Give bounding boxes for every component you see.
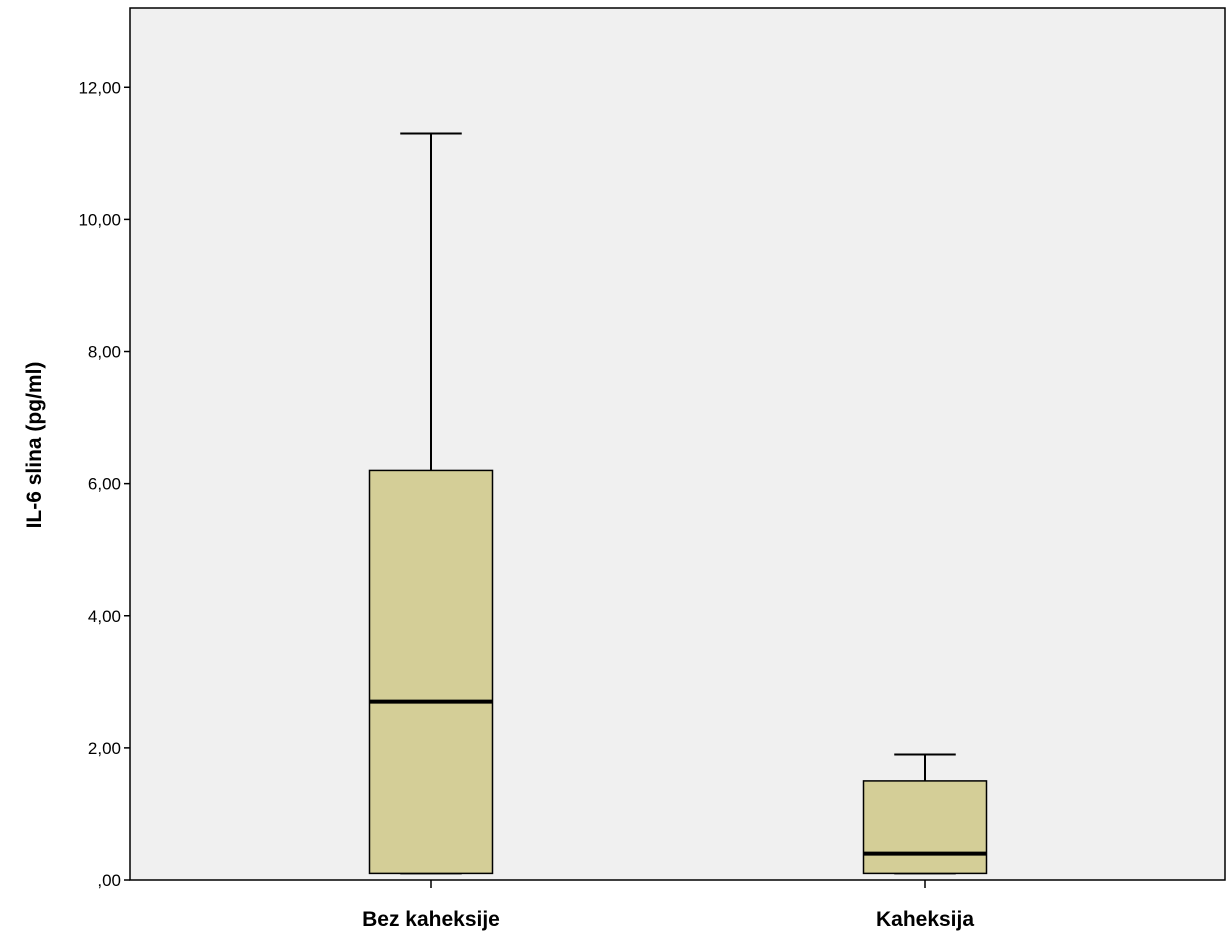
x-category-label: Bez kaheksije [362,908,500,931]
y-tick-label: 12,00 [78,78,121,97]
box-group [862,753,988,875]
y-axis-title: IL-6 slina (pg/ml) [23,362,46,529]
box [368,469,494,875]
x-category-label: Kaheksija [876,908,974,931]
box-group [368,132,494,875]
box [862,780,988,875]
x-axis: Bez kaheksije Kaheksija [362,880,974,931]
y-tick-label: 6,00 [88,475,121,494]
y-tick-label: ,00 [97,871,121,890]
y-axis: ,00 2,00 4,00 6,00 8,00 10,00 12,00 [78,78,130,890]
y-tick-label: 10,00 [78,210,121,229]
plot-area [129,7,1226,881]
boxplot-marks [368,132,988,875]
y-tick-label: 4,00 [88,607,121,626]
y-tick-label: 8,00 [88,343,121,362]
y-tick-label: 2,00 [88,739,121,758]
